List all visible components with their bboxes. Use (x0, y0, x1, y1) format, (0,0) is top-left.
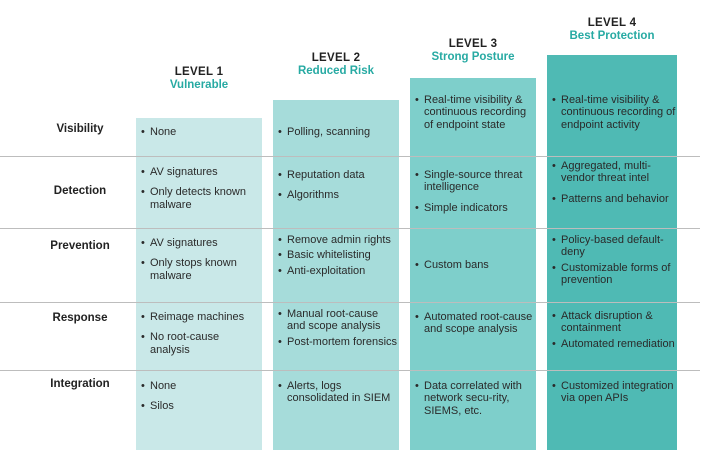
cell-integration-l2: Alerts, logs consolidated in SIEM (278, 380, 398, 413)
list-item: Anti-exploitation (278, 265, 398, 278)
list-item: No root-cause analysis (141, 331, 261, 356)
level-1-title: LEVEL 1 (174, 66, 224, 78)
list-item: Only stops known malware (141, 257, 261, 282)
cell-visibility-l3: Real-time visibility & continuous record… (415, 94, 533, 139)
list-item: Remove admin rights (278, 234, 398, 247)
list-item: Automated root-cause and scope analysis (415, 311, 533, 336)
cell-response-l3: Automated root-cause and scope analysis (415, 311, 533, 344)
level-4-name: Best Protection (569, 30, 655, 42)
level-3-title: LEVEL 3 (448, 38, 498, 50)
cell-detection-l3: Single-source threat intelligence Simple… (415, 169, 533, 222)
row-divider (0, 370, 700, 371)
row-label-response: Response (52, 312, 108, 324)
list-item: Real-time visibility & continuous record… (552, 94, 676, 131)
list-item: Patterns and behavior (552, 193, 676, 206)
level-2-title: LEVEL 2 (311, 52, 361, 64)
list-item: None (141, 380, 261, 393)
cell-visibility-l2: Polling, scanning (278, 126, 398, 146)
cell-detection-l2: Reputation data Algorithms (278, 169, 398, 210)
list-item: Silos (141, 400, 261, 413)
cell-visibility-l1: None (141, 126, 261, 146)
row-label-prevention: Prevention (50, 240, 110, 252)
list-item: Polling, scanning (278, 126, 398, 139)
list-item: Post-mortem forensics (278, 336, 398, 349)
cell-prevention-l4: Policy-based default-deny Customizable f… (552, 234, 676, 290)
list-item: None (141, 126, 261, 139)
row-label-visibility: Visibility (56, 123, 104, 135)
list-item: Simple indicators (415, 202, 533, 215)
list-item: Basic whitelisting (278, 249, 398, 262)
list-item: Reimage machines (141, 311, 261, 324)
cell-prevention-l1: AV signatures Only stops known malware (141, 237, 261, 290)
list-item: Single-source threat intelligence (415, 169, 533, 194)
cell-response-l2: Manual root-cause and scope analysis Pos… (278, 308, 398, 351)
cell-integration-l1: None Silos (141, 380, 261, 421)
row-label-detection: Detection (53, 185, 107, 197)
level-3-name: Strong Posture (431, 51, 515, 63)
list-item: Policy-based default-deny (552, 234, 676, 259)
level-1-header: LEVEL 1 Vulnerable (136, 66, 262, 92)
cell-prevention-l2: Remove admin rights Basic whitelisting A… (278, 234, 398, 280)
list-item: Data correlated with network secu-rity, … (415, 380, 533, 417)
level-2-name: Reduced Risk (297, 65, 375, 77)
cell-detection-l1: AV signatures Only detects known malware (141, 166, 261, 219)
list-item: Manual root-cause and scope analysis (278, 308, 398, 333)
level-1-name: Vulnerable (169, 79, 229, 91)
row-divider (0, 156, 700, 157)
level-4-header: LEVEL 4 Best Protection (547, 17, 677, 43)
list-item: Custom bans (415, 259, 533, 272)
cell-integration-l3: Data correlated with network secu-rity, … (415, 380, 533, 425)
list-item: AV signatures (141, 166, 261, 179)
cell-detection-l4: Aggregated, multi-vendor threat intel Pa… (552, 160, 676, 213)
list-item: Real-time visibility & continuous record… (415, 94, 533, 131)
cell-prevention-l3: Custom bans (415, 259, 533, 279)
cell-response-l4: Attack disruption & containment Automate… (552, 310, 676, 353)
list-item: Aggregated, multi-vendor threat intel (552, 160, 676, 185)
level-3-header: LEVEL 3 Strong Posture (410, 38, 536, 64)
row-divider (0, 302, 700, 303)
level-4-title: LEVEL 4 (587, 17, 637, 29)
row-divider (0, 228, 700, 229)
row-label-integration: Integration (50, 378, 110, 390)
level-2-header: LEVEL 2 Reduced Risk (273, 52, 399, 78)
cell-visibility-l4: Real-time visibility & continuous record… (552, 94, 676, 139)
list-item: Customized integration via open APIs (552, 380, 676, 405)
list-item: Alerts, logs consolidated in SIEM (278, 380, 398, 405)
cell-integration-l4: Customized integration via open APIs (552, 380, 676, 413)
list-item: Algorithms (278, 189, 398, 202)
cell-response-l1: Reimage machines No root-cause analysis (141, 311, 261, 364)
list-item: AV signatures (141, 237, 261, 250)
list-item: Automated remediation (552, 338, 676, 351)
list-item: Customizable forms of prevention (552, 262, 676, 287)
list-item: Only detects known malware (141, 186, 261, 211)
list-item: Reputation data (278, 169, 398, 182)
list-item: Attack disruption & containment (552, 310, 676, 335)
